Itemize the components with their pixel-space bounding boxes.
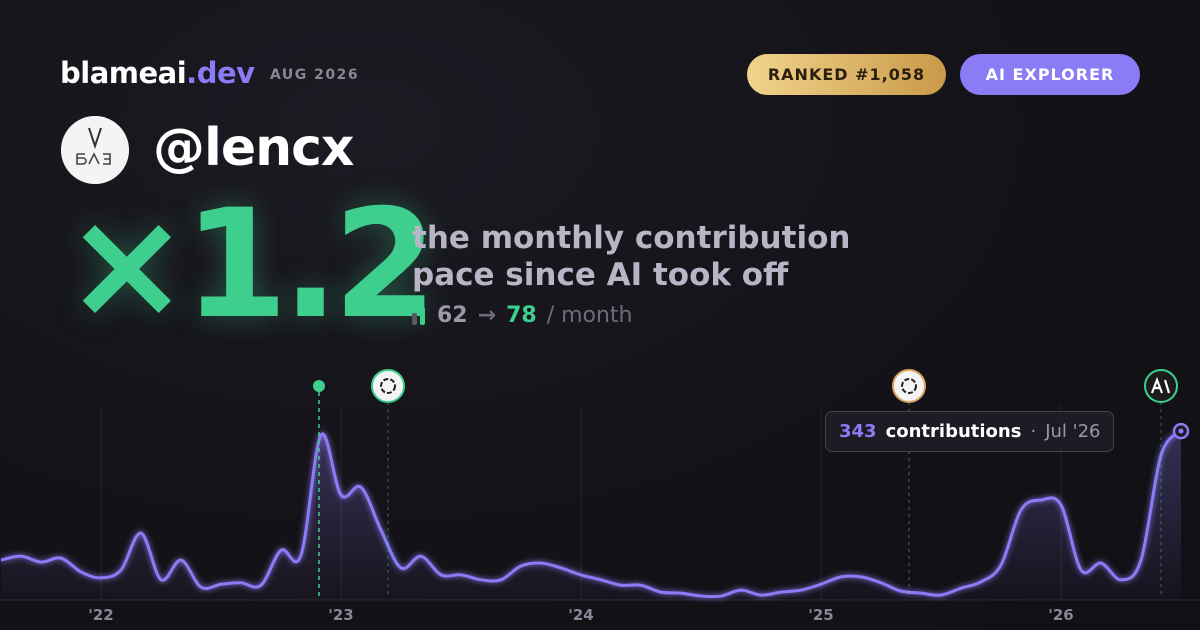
- event-icon-glyph: [1150, 376, 1171, 394]
- tier-badge: AI EXPLORER: [960, 54, 1140, 95]
- event-icon-glyph: [901, 378, 917, 394]
- brand-suffix: .dev: [186, 56, 255, 90]
- x-tick-label: '22: [88, 606, 113, 624]
- description: the monthly contribution pace since AI t…: [412, 220, 850, 294]
- x-tick-label: '26: [1048, 606, 1073, 624]
- ai-start-dot: [313, 380, 325, 392]
- event-icon: [371, 369, 405, 403]
- event-icon: [1144, 369, 1178, 403]
- before-value: 62: [437, 303, 468, 328]
- x-tick-label: '25: [808, 606, 833, 624]
- brand: blameai.dev: [60, 56, 255, 90]
- bars-icon: [412, 306, 425, 325]
- avatar: [61, 116, 129, 184]
- arrow: →: [477, 303, 497, 328]
- description-line: the monthly contribution: [412, 220, 851, 256]
- event-markers: [313, 369, 1178, 598]
- plot: [0, 422, 1190, 600]
- tooltip: 343 contributions · Jul '26: [825, 411, 1114, 452]
- line: [0, 429, 1183, 599]
- unit: / month: [546, 303, 633, 328]
- event-icon-glyph: [380, 378, 396, 394]
- rank-badge: RANKED #1,058: [747, 54, 946, 95]
- tooltip-value: 343: [839, 421, 877, 442]
- event-icon: [892, 369, 926, 403]
- x-tick-label: '24: [568, 606, 593, 624]
- hover-point-core: [1178, 428, 1184, 434]
- x-tick-label: '23: [328, 606, 353, 624]
- description-line: pace since AI took off: [412, 257, 789, 293]
- tooltip-label: contributions: [885, 421, 1022, 442]
- tooltip-date: Jul '26: [1045, 421, 1101, 442]
- multiplier: ×1.2: [64, 178, 437, 352]
- handle: @lencx: [153, 118, 354, 178]
- brand-name: blameai: [60, 56, 187, 90]
- pace-stats: 62 → 78 / month: [412, 303, 633, 328]
- tooltip-separator: ·: [1030, 421, 1037, 442]
- after-value: 78: [506, 303, 537, 328]
- area: [1, 431, 1181, 600]
- period: AUG 2026: [270, 67, 360, 83]
